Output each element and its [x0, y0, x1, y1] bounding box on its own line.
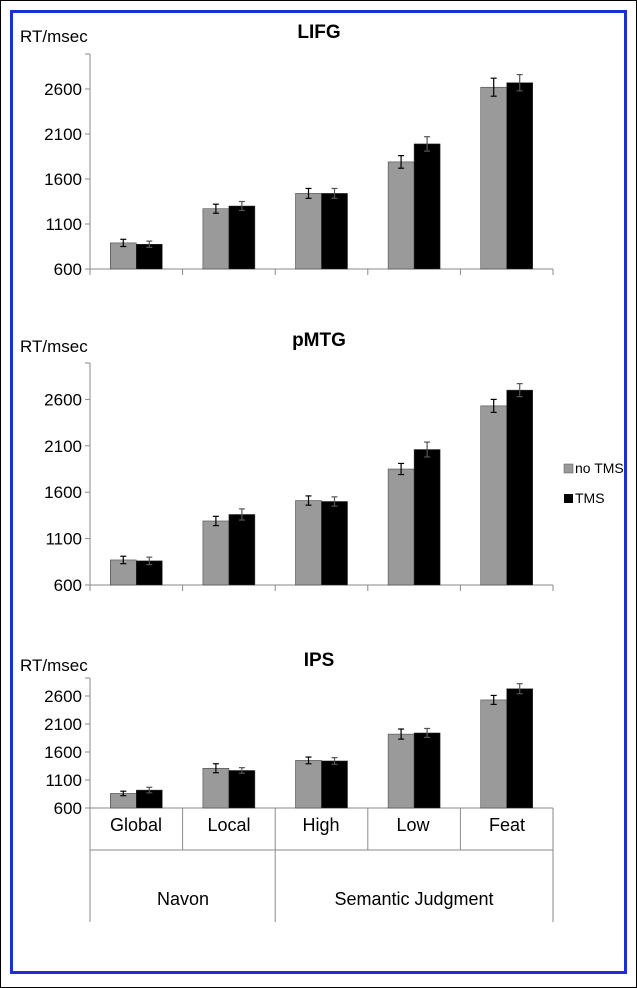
- category-label-local: Local: [207, 815, 250, 835]
- group-label-semantic-judgment: Semantic Judgment: [334, 889, 493, 909]
- category-label-global: Global: [110, 815, 162, 835]
- bar-no-tms-low: [387, 733, 415, 809]
- y-tick-label: 2100: [44, 125, 82, 144]
- bar-tms-high: [321, 760, 348, 809]
- chart-title: LIFG: [297, 22, 340, 43]
- bar-no-tms-feat: [480, 86, 507, 270]
- y-tick-label: 1600: [44, 170, 82, 189]
- y-axis-label: RT/msec: [20, 656, 88, 675]
- legend-swatch-tms: [564, 494, 573, 503]
- y-tick-label: 1100: [45, 530, 82, 549]
- bar-no-tms-feat: [480, 699, 507, 809]
- bar-tms-feat: [506, 389, 533, 586]
- bar-tms-local: [228, 205, 256, 270]
- y-axis-label: RT/msec: [20, 337, 88, 356]
- y-tick-label: 600: [54, 576, 82, 595]
- group-label-navon: Navon: [157, 889, 209, 909]
- legend: no TMS TMS: [563, 460, 624, 506]
- category-label-high: High: [302, 815, 339, 835]
- bar-no-tms-local: [202, 767, 230, 809]
- bar-tms-local: [228, 514, 256, 586]
- bar-no-tms-high: [295, 760, 322, 809]
- bar-no-tms-low: [387, 161, 415, 270]
- bar-tms-global: [136, 244, 163, 270]
- chart-title: pMTG: [292, 330, 346, 351]
- bar-tms-low: [413, 143, 441, 270]
- category-label-feat: Feat: [489, 815, 525, 835]
- y-tick-label: 2100: [44, 437, 82, 456]
- bar-tms-high: [321, 501, 348, 586]
- y-axis-label: RT/msec: [20, 27, 88, 46]
- legend-label-no-tms: no TMS: [575, 460, 624, 476]
- y-tick-label: 2100: [44, 715, 82, 734]
- y-tick-label: 1600: [44, 483, 82, 502]
- category-label-low: Low: [396, 815, 430, 835]
- bar-tms-local: [228, 770, 256, 809]
- y-tick-label: 1100: [45, 215, 82, 234]
- legend-swatch-no-tms: [563, 463, 574, 474]
- bar-no-tms-local: [202, 520, 230, 586]
- bar-no-tms-high: [295, 500, 322, 586]
- chart-panel-ips: IPS RT/msec 600 1100 1600 2100 2600: [20, 650, 554, 922]
- bar-tms-high: [321, 193, 348, 270]
- legend-label-tms: TMS: [575, 490, 605, 506]
- category-table: [89, 808, 554, 922]
- chart-title: IPS: [304, 650, 335, 671]
- bar-no-tms-local: [202, 208, 230, 270]
- bar-no-tms-high: [295, 193, 322, 270]
- bar-no-tms-low: [387, 468, 415, 586]
- y-tick-label: 2600: [44, 390, 82, 409]
- chart-panel-pmtg: pMTG RT/msec 600 1100 1600 2100 2600: [20, 330, 554, 595]
- y-tick-label: 2600: [44, 687, 82, 706]
- category-axis: Global Local High Low Feat Navon Semanti…: [110, 815, 525, 909]
- y-tick-label: 2600: [44, 80, 82, 99]
- chart-panel-lifg: LIFG RT/msec 600 1100 1600 2100 2600: [20, 22, 554, 279]
- y-tick-label: 1100: [45, 771, 82, 790]
- bar-tms-low: [413, 732, 441, 809]
- bar-tms-low: [413, 449, 441, 586]
- y-tick-label: 1600: [44, 743, 82, 762]
- y-tick-label: 600: [54, 799, 82, 818]
- bar-tms-feat: [506, 688, 533, 809]
- bar-tms-feat: [506, 82, 533, 270]
- bar-no-tms-feat: [480, 405, 507, 586]
- y-tick-label: 600: [54, 260, 82, 279]
